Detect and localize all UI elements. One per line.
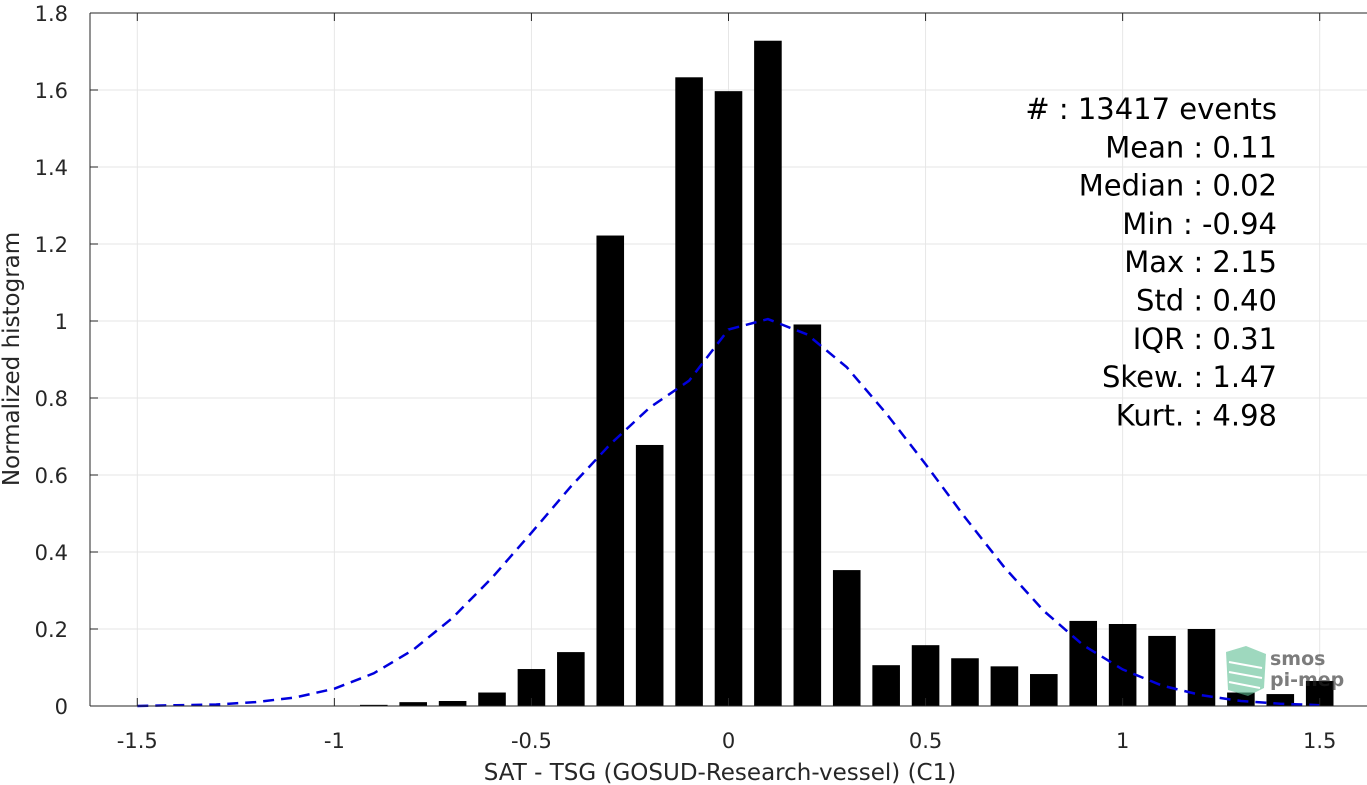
y-tick-label: 1.2 — [35, 233, 68, 257]
histogram-bar — [557, 652, 585, 706]
y-tick-label: 0.8 — [35, 387, 68, 411]
histogram-bar — [951, 658, 979, 706]
y-tick-label: 1.6 — [35, 79, 68, 103]
logo-emblem-stripes — [1228, 661, 1263, 689]
histogram-bar — [754, 40, 782, 707]
normal-fit-curve — [137, 317, 1320, 708]
histogram-bar — [872, 665, 900, 706]
histogram-bar — [714, 91, 743, 706]
histogram-bar — [359, 704, 388, 706]
x-tick-label: 0 — [722, 729, 735, 753]
histogram-bar — [1266, 694, 1295, 706]
x-tick-label: 1 — [1116, 729, 1129, 753]
smos-pi-mep-logo: smos pi-mep — [1226, 646, 1344, 696]
x-axis-title: SAT - TSG (GOSUD-Research-vessel) (C1) — [484, 760, 956, 785]
y-tick-label: 0.2 — [35, 618, 68, 642]
histogram-bar — [438, 700, 467, 706]
y-tick-labels: 0 0.2 0.4 0.6 0.8 1 1.2 1.4 1.6 1.8 — [35, 2, 68, 719]
histogram-bar — [793, 324, 822, 706]
logo-emblem — [1226, 646, 1266, 696]
x-tick-labels: -1.5 -1 -0.5 0 0.5 1 1.5 — [117, 729, 1337, 753]
statistics-box: # : 13417 events Mean : 0.11 Median : 0.02… — [1025, 92, 1277, 432]
stats-line: # : 13417 events — [1025, 92, 1277, 126]
x-tick-label: 1.5 — [1303, 729, 1336, 753]
histogram-bar — [596, 235, 625, 706]
stats-line: Kurt. : 4.98 — [1116, 398, 1277, 432]
x-tick-label: -0.5 — [511, 729, 552, 753]
x-tick-label: -1 — [324, 729, 345, 753]
histogram-bar — [1108, 623, 1137, 706]
stats-line: IQR : 0.31 — [1133, 322, 1277, 356]
stats-line: Skew. : 1.47 — [1102, 360, 1277, 394]
histogram-bar — [635, 444, 664, 706]
stats-line: Std : 0.40 — [1136, 284, 1277, 318]
histogram-bar — [478, 692, 506, 706]
y-tick-label: 1.8 — [35, 2, 68, 26]
logo-text-pimep: pi-mep — [1270, 669, 1344, 691]
stats-line: Max : 2.15 — [1124, 245, 1277, 279]
y-tick-label: 0.6 — [35, 464, 68, 488]
histogram-bar — [1030, 674, 1058, 706]
stats-line: Min : -0.94 — [1122, 207, 1277, 241]
y-tick-label: 1.4 — [35, 156, 68, 180]
x-tick-label: -1.5 — [117, 729, 158, 753]
y-tick-label: 1 — [55, 310, 68, 334]
histogram-bar — [832, 570, 861, 706]
axes — [89, 12, 1367, 707]
y-axis-title: Normalized histogram — [0, 232, 25, 486]
histogram-bar — [911, 645, 940, 706]
x-tick-label: 0.5 — [909, 729, 942, 753]
histogram-bar — [1069, 620, 1098, 706]
stats-line: Median : 0.02 — [1079, 169, 1277, 203]
y-tick-label: 0.4 — [35, 541, 68, 565]
histogram-bar — [675, 77, 703, 707]
histogram-bar — [1187, 629, 1216, 706]
stats-line: Mean : 0.11 — [1105, 130, 1277, 164]
histogram-bar — [1148, 635, 1176, 706]
histogram-bar — [990, 666, 1019, 706]
logo-text-smos: smos — [1270, 648, 1325, 670]
histogram-bar — [399, 702, 427, 706]
y-tick-label: 0 — [55, 695, 68, 719]
